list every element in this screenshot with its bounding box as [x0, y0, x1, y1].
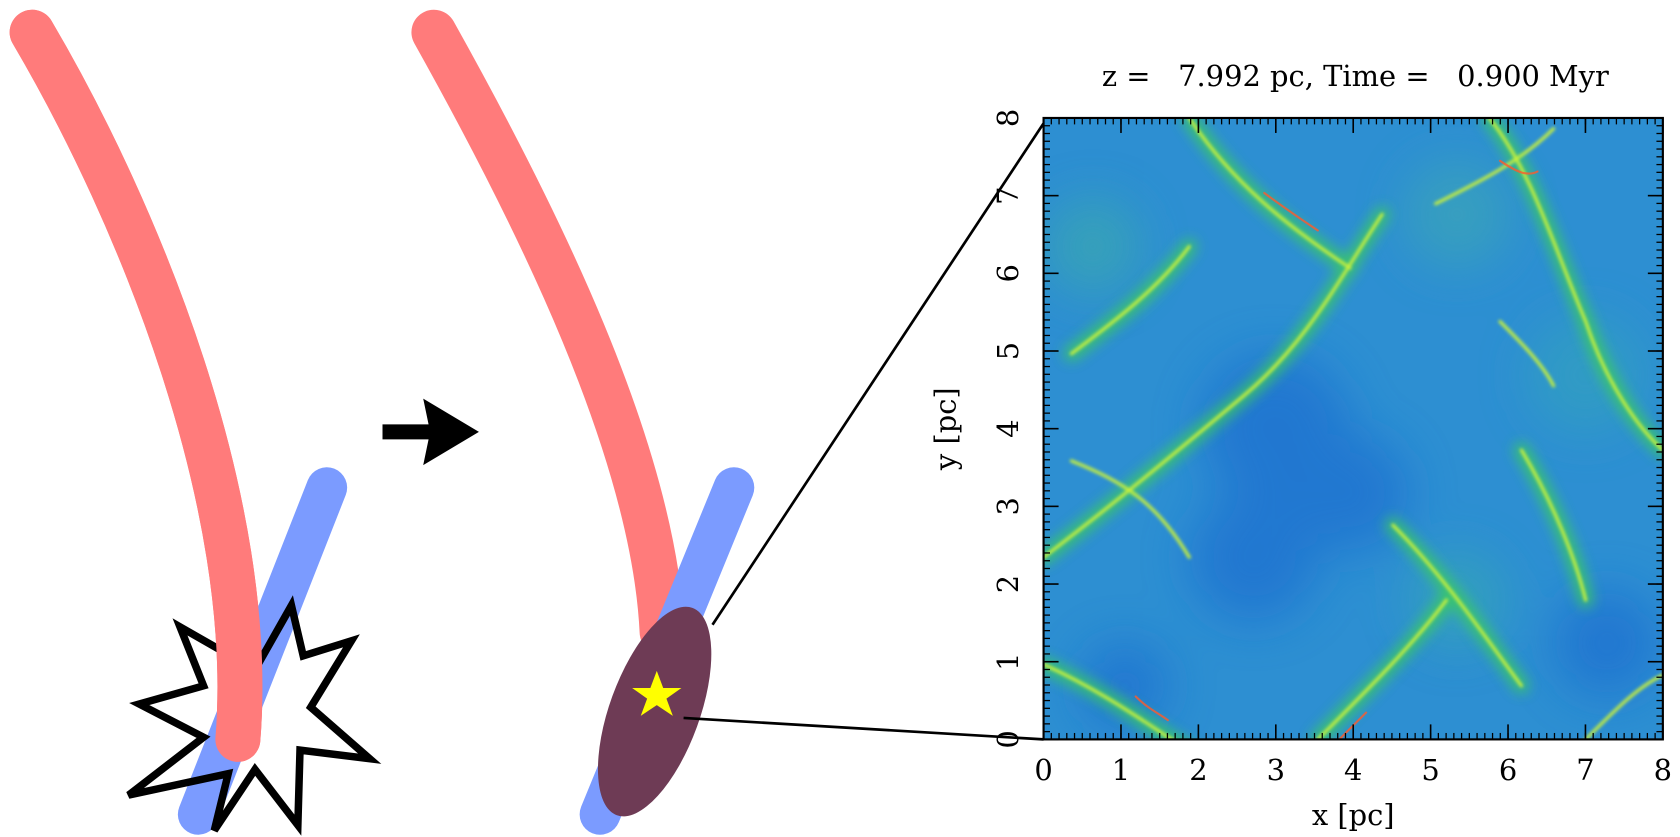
density-map — [1044, 118, 1663, 750]
x-tick-label: 5 — [1421, 753, 1439, 787]
x-tick-label: 3 — [1267, 753, 1285, 787]
y-tick-label: 8 — [991, 109, 1025, 127]
y-tick-label: 2 — [991, 575, 1025, 593]
x-tick-label: 4 — [1344, 753, 1362, 787]
page: {"panel": {"title": "z = 7.992 pc, Time … — [0, 0, 1680, 837]
y-tick-label: 4 — [991, 419, 1025, 437]
x-tick-label: 1 — [1112, 753, 1130, 787]
zoom-line — [684, 718, 1044, 739]
arrow — [383, 399, 479, 465]
y-tick-label: 7 — [991, 186, 1025, 204]
y-tick-label: 6 — [991, 264, 1025, 282]
x-tick-label: 2 — [1189, 753, 1207, 787]
x-tick-label: 8 — [1654, 753, 1672, 787]
y-tick-label: 0 — [991, 730, 1025, 748]
y-tick-label: 5 — [991, 342, 1025, 360]
body: z = 7.992 pc, Time = 0.900 Myr x [pc] y … — [0, 0, 1680, 837]
figure: z = 7.992 pc, Time = 0.900 Myr x [pc] y … — [0, 0, 1680, 837]
red-filament — [434, 32, 662, 632]
y-tick-label: 3 — [991, 497, 1025, 515]
x-tick-label: 0 — [1034, 753, 1052, 787]
panel-title: z = 7.992 pc, Time = 0.900 Myr — [1102, 59, 1609, 93]
x-axis-label: x [pc] — [1312, 798, 1395, 832]
x-tick-label: 6 — [1499, 753, 1517, 787]
red-filament-front — [32, 32, 240, 739]
y-axis-label: y [pc] — [929, 387, 963, 471]
y-tick-label: 1 — [991, 653, 1025, 671]
x-tick-label: 7 — [1576, 753, 1594, 787]
